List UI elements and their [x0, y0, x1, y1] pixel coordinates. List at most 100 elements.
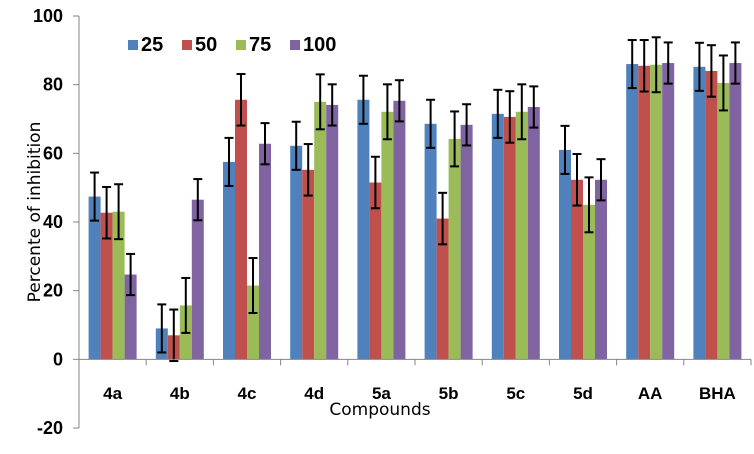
- y-tick-label: 0: [53, 349, 63, 369]
- bar-BHA-25: [693, 66, 706, 360]
- error-bar-4a-75: [114, 183, 124, 241]
- bar-4b-100: [191, 199, 204, 360]
- bar-4c-100: [259, 143, 271, 360]
- error-bar-4b-50: [169, 308, 179, 363]
- bar-5d-50: [571, 179, 583, 360]
- bar-5a-25: [357, 99, 370, 360]
- error-bar-5b-75: [450, 110, 460, 168]
- y-axis-title: Percente of inhibition: [25, 122, 45, 303]
- bar-BHA-50: [705, 70, 718, 360]
- x-tick-label: 4a: [103, 384, 122, 403]
- error-bar-4a-100: [126, 252, 136, 297]
- error-bar-AA-75: [651, 36, 661, 94]
- bar-BHA-75: [717, 82, 730, 360]
- error-bar-BHA-25: [694, 41, 704, 92]
- error-bar-BHA-75: [718, 54, 728, 112]
- legend-swatch: [236, 40, 246, 50]
- bar-AA-75: [650, 64, 663, 360]
- legend-item-100: 100: [290, 34, 336, 56]
- y-tick-labels: -20 0 20 40 60 80 100: [33, 6, 63, 438]
- x-tick-label: 5c: [506, 384, 525, 403]
- bar-5b-50: [436, 218, 449, 360]
- error-bar-4d-25: [291, 120, 301, 171]
- legend-swatch: [128, 40, 138, 50]
- legend-swatch: [182, 40, 192, 50]
- error-bar-5b-50: [438, 191, 448, 246]
- bar-4c-50: [235, 99, 247, 360]
- y-tick-label: 80: [43, 75, 63, 95]
- bar-5c-25: [491, 113, 504, 360]
- error-bar-4d-100: [327, 83, 337, 127]
- legend-item-50: 50: [182, 34, 217, 56]
- x-tick-label: AA: [638, 384, 663, 403]
- error-bar-5c-100: [529, 85, 539, 129]
- bar-4c-25: [223, 161, 235, 360]
- error-bar-5c-25: [493, 88, 503, 139]
- legend-item-25: 25: [128, 34, 163, 56]
- x-tick-label: BHA: [699, 384, 736, 403]
- bar-5a-50: [369, 182, 382, 360]
- bar-4d-25: [290, 145, 303, 360]
- bar-AA-25: [626, 64, 639, 360]
- error-bar-4b-75: [181, 276, 191, 334]
- error-bar-4c-100: [260, 122, 270, 166]
- bar-5c-50: [503, 116, 516, 360]
- error-bar-4a-25: [90, 171, 100, 222]
- error-bar-AA-50: [639, 39, 649, 93]
- error-bar-5a-50: [370, 155, 380, 210]
- x-tick-label: 5d: [573, 384, 593, 403]
- x-tick-label: 4c: [238, 384, 257, 403]
- error-bar-4d-50: [303, 143, 313, 197]
- x-tick-labels: 4a 4b 4c 4d 5a 5b 5c 5d AA BHA: [103, 384, 736, 403]
- error-bar-5a-100: [394, 79, 404, 123]
- error-bars-layer: [90, 36, 740, 363]
- bar-5d-75: [583, 204, 595, 360]
- error-bar-AA-25: [627, 39, 637, 90]
- bar-5c-100: [527, 106, 540, 360]
- error-bar-5c-50: [505, 90, 515, 144]
- error-bar-4c-50: [236, 73, 246, 127]
- error-bar-4b-25: [157, 303, 167, 354]
- bar-4a-75: [112, 211, 125, 360]
- error-bar-5a-25: [358, 74, 368, 125]
- bar-AA-100: [662, 63, 675, 360]
- bar-5a-75: [381, 111, 394, 360]
- error-bar-4b-100: [193, 178, 203, 222]
- legend: 25 50 75 100: [128, 34, 336, 56]
- x-tick-label: 5b: [439, 384, 459, 403]
- legend-label: 75: [249, 34, 271, 56]
- bar-4a-50: [100, 212, 113, 360]
- bar-5b-25: [424, 123, 437, 360]
- error-bar-BHA-50: [706, 44, 716, 98]
- legend-label: 50: [195, 34, 217, 56]
- error-bar-4a-50: [102, 185, 112, 240]
- bar-BHA-100: [729, 63, 742, 360]
- bar-5c-75: [515, 111, 528, 360]
- bar-5a-100: [393, 100, 406, 360]
- bar-AA-50: [638, 65, 651, 360]
- bars-layer: [88, 63, 742, 360]
- x-axis-title: Compounds: [329, 400, 430, 420]
- error-bar-BHA-100: [730, 41, 740, 85]
- bar-5d-100: [595, 179, 607, 360]
- bar-4d-75: [314, 101, 327, 360]
- error-bar-5c-75: [517, 83, 527, 141]
- x-tick-label: 5a: [372, 384, 391, 403]
- x-tick-label: 4b: [170, 384, 190, 403]
- error-bar-5d-100: [596, 158, 606, 202]
- y-tick-label: 60: [43, 143, 63, 163]
- bar-5d-25: [559, 149, 571, 360]
- axes-layer: [73, 15, 752, 429]
- y-tick-label: 20: [43, 281, 63, 301]
- legend-label: 100: [303, 34, 336, 56]
- legend-label: 25: [141, 34, 163, 56]
- error-bar-5b-25: [426, 98, 436, 149]
- legend-swatch: [290, 40, 300, 50]
- y-tick-label: -20: [37, 418, 63, 438]
- error-bar-4d-75: [315, 73, 325, 131]
- x-tick-label: 4d: [304, 384, 324, 403]
- bar-4d-50: [302, 169, 315, 360]
- error-bar-5d-75: [584, 176, 594, 234]
- bar-5b-100: [460, 124, 473, 360]
- error-bar-5d-25: [560, 124, 570, 175]
